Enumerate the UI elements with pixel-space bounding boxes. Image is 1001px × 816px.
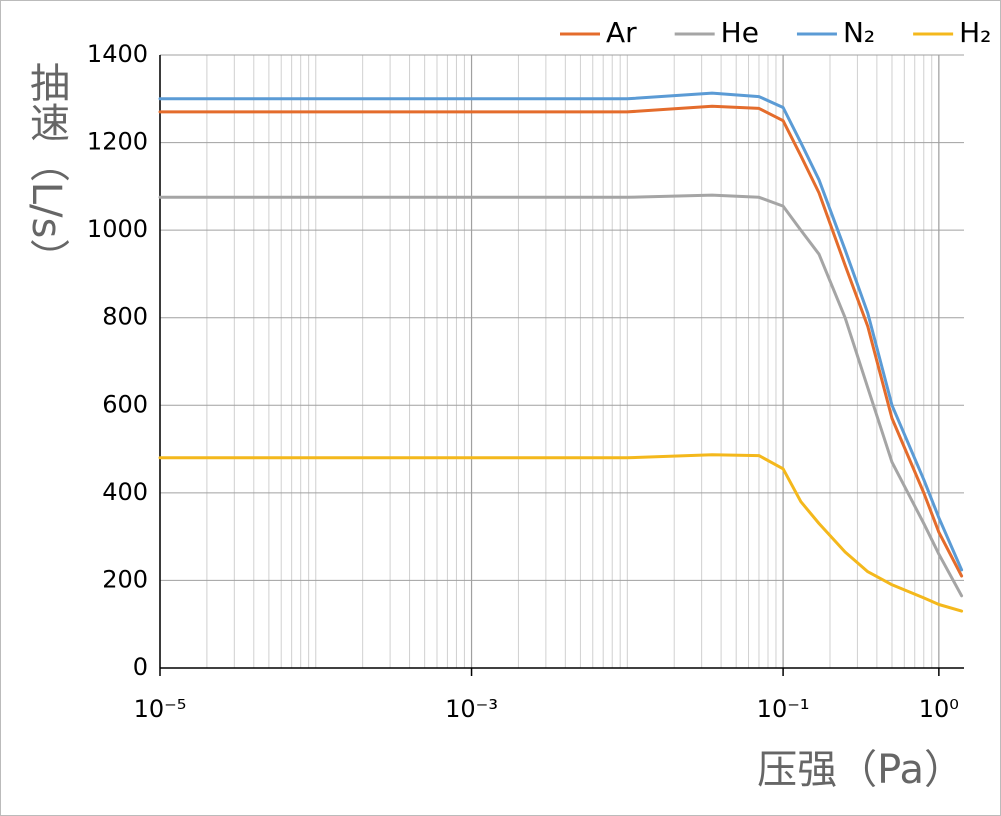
x-tick-label: 10⁻³	[445, 695, 498, 723]
legend-label: Ar	[606, 16, 637, 49]
legend-label: H₂	[959, 16, 991, 49]
x-tick-label: 10⁻¹	[757, 695, 810, 723]
line-series	[158, 193, 964, 598]
y-tick-label: 400	[102, 478, 148, 506]
x-tick-label: 10⁰	[919, 695, 959, 723]
y-tick-label: 1000	[87, 215, 148, 243]
y-tick-label: 800	[102, 303, 148, 331]
y-tick-label: 600	[102, 390, 148, 418]
y-axis-label: 抽速（L/s）	[23, 62, 70, 279]
y-tick-label: 0	[133, 653, 148, 681]
line-series	[158, 104, 964, 578]
y-tick-label: 1200	[87, 128, 148, 156]
line-series	[158, 453, 964, 613]
y-tick-label: 1400	[87, 40, 148, 68]
y-tick-label: 200	[102, 565, 148, 593]
legend-label: He	[721, 16, 759, 49]
line-series	[158, 91, 964, 572]
x-axis-label: 压强（Pa）	[757, 747, 964, 793]
x-tick-label: 10⁻⁵	[134, 695, 187, 723]
legend-label: N₂	[843, 16, 875, 49]
